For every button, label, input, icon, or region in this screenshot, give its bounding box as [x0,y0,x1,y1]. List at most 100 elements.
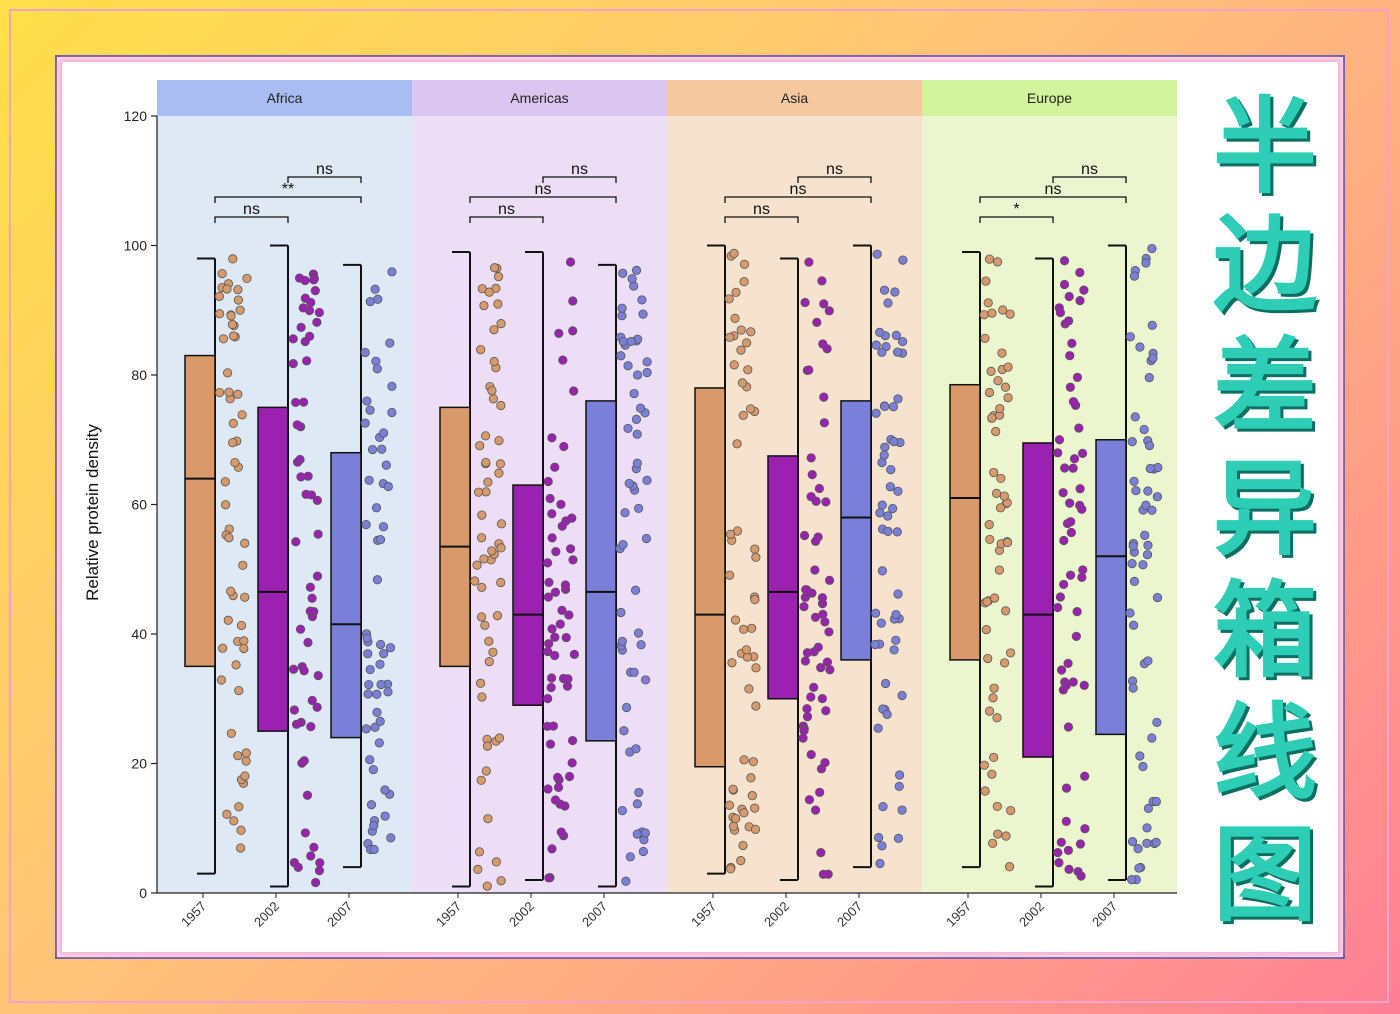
data-point [1059,279,1070,290]
data-point [989,467,999,478]
data-point [239,643,249,654]
data-point [1138,560,1148,570]
data-point [725,570,735,580]
data-point [992,801,1002,812]
data-point [550,587,561,597]
data-point [495,459,506,469]
data-point [1143,656,1153,666]
data-point [547,624,557,634]
data-point [551,546,561,557]
data-point [875,508,885,518]
data-point [995,403,1005,414]
data-point [632,458,642,468]
data-point [738,840,748,851]
data-point [1125,332,1135,342]
data-point [543,646,553,657]
data-point [372,707,382,717]
data-point [373,294,383,304]
data-point [806,692,816,702]
data-point [1145,463,1155,474]
data-point [802,648,813,658]
data-point [821,706,831,716]
data-point [233,284,243,295]
data-point [991,426,1001,437]
data-point [992,257,1003,267]
data-point [1135,751,1145,761]
data-point [743,365,753,375]
box-2002 [1022,442,1054,758]
data-point [810,565,820,575]
data-point [386,833,396,843]
data-point [314,866,325,876]
data-point [1065,570,1076,580]
data-point [224,387,234,397]
data-point [544,577,554,587]
data-point [880,442,890,452]
data-point [240,538,250,548]
data-point [739,755,749,765]
data-point [291,537,301,547]
box-1957 [439,406,471,668]
data-point [226,311,236,321]
data-point [619,726,629,736]
data-point [799,726,809,736]
data-point [387,381,397,391]
data-point [802,711,813,722]
data-point [297,758,307,768]
data-point [804,795,815,805]
data-point [366,800,377,810]
data-point [1055,308,1065,318]
data-point [989,683,999,693]
y-tick-label: 20 [131,756,147,772]
data-point [1147,505,1157,515]
data-point [547,533,557,543]
data-point [306,851,316,861]
data-point [228,418,238,429]
data-point [897,805,907,815]
data-point [730,615,741,625]
facet-strip [412,80,667,116]
data-point [565,257,576,267]
data-point [980,333,990,343]
data-point [750,803,760,813]
data-point [726,864,736,874]
data-point [800,656,811,666]
facet-strip [157,80,412,116]
data-point [1060,463,1070,473]
data-point [1133,844,1143,854]
data-point [375,535,386,545]
data-point [470,576,480,586]
data-point [492,611,503,621]
data-point [489,356,499,367]
data-point [744,684,754,694]
facet-label: Asia [781,90,808,106]
data-point [547,509,557,519]
data-point [1054,858,1064,868]
data-point [994,565,1004,575]
data-point [365,296,375,307]
data-point [1075,839,1086,849]
significance-label: ns [316,161,333,178]
data-point [1151,837,1161,848]
data-point [216,675,227,685]
data-point [818,869,828,879]
data-point [493,272,504,282]
data-point [727,658,737,668]
data-point [996,473,1006,484]
data-point [821,497,831,507]
data-point [1142,838,1152,848]
data-point [635,403,646,413]
box-2002 [512,484,544,706]
data-point [567,513,577,523]
data-point [1056,837,1066,847]
data-point [875,327,885,337]
data-point [623,361,633,371]
data-point [483,814,493,824]
data-point [992,713,1002,723]
data-point [799,601,809,612]
data-point [1152,492,1162,502]
data-point [631,414,642,424]
significance-bracket [214,216,289,223]
data-point [476,775,486,785]
data-point [301,489,311,499]
